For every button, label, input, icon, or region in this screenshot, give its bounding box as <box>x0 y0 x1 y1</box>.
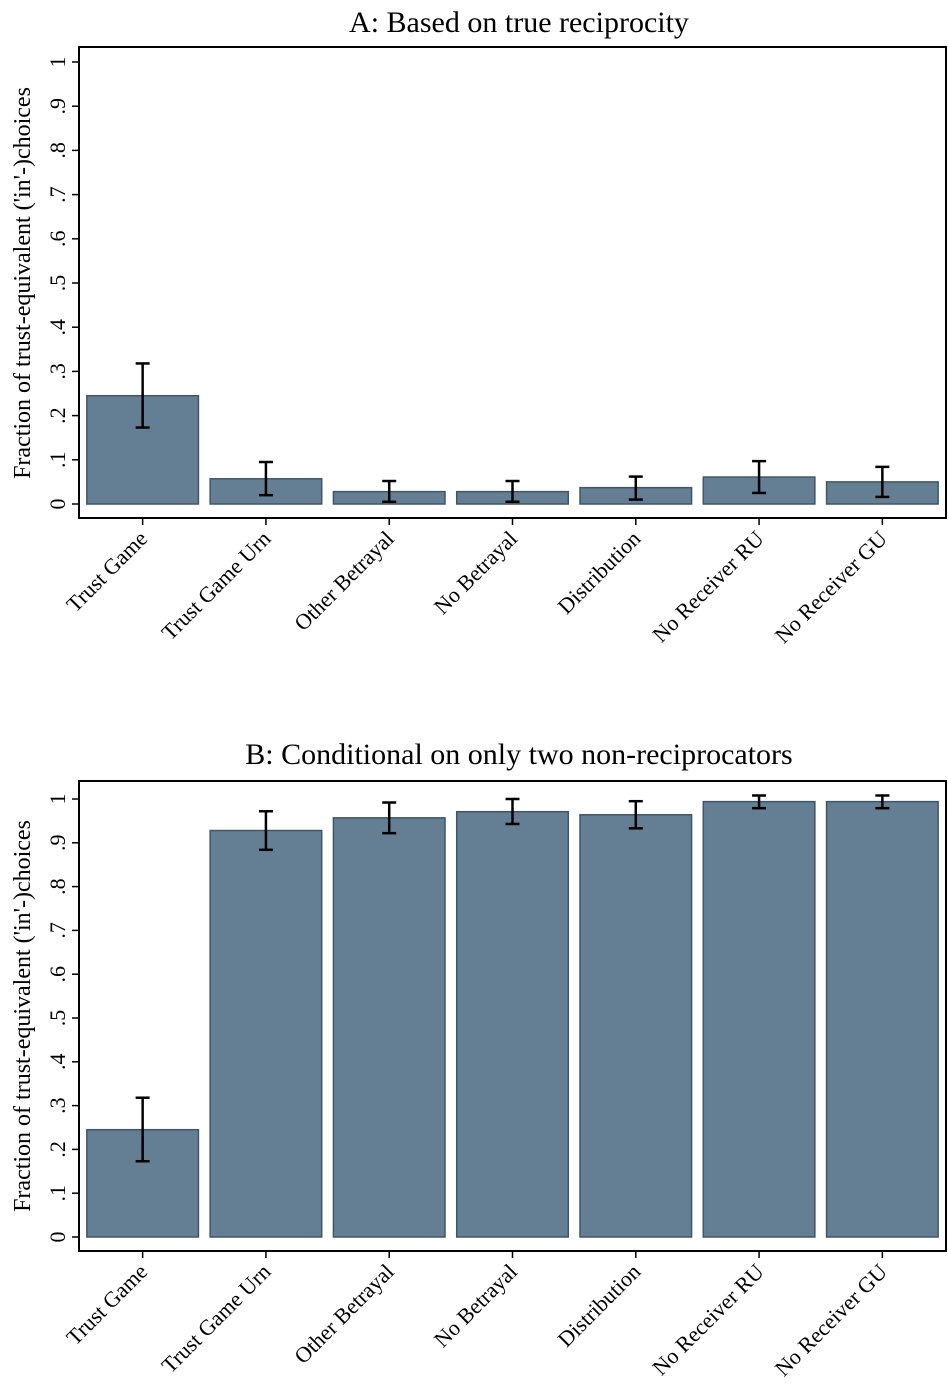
y-tick-label: 1 <box>45 57 70 68</box>
x-tick-label: Distribution <box>552 1259 645 1352</box>
x-tick-label: Trust Game Urn <box>156 1259 275 1378</box>
y-tick-label: .8 <box>45 142 70 159</box>
error-bar <box>628 799 643 830</box>
y-tick-label: .3 <box>45 363 70 380</box>
y-tick-label: 0 <box>45 499 70 510</box>
panel-a: A: Based on true reciprocity Fraction of… <box>10 6 947 648</box>
bar <box>455 810 570 1238</box>
y-tick-label: .7 <box>45 186 70 203</box>
y-tick-label: .9 <box>45 835 70 852</box>
plot-frame <box>78 46 947 519</box>
panel-a-y-axis-label: Fraction of trust-equivalent ('in'-)choi… <box>10 87 36 479</box>
bar <box>209 829 323 1238</box>
y-tick-label: .4 <box>45 1054 70 1071</box>
x-tick-label: No Receiver GU <box>770 1259 892 1381</box>
x-tick-label: No Receiver RU <box>647 1259 768 1380</box>
x-tick-label: Other Betrayal <box>289 526 399 636</box>
panel-a-plot: 0 .1 .2 .3 .4 .5 .6 .7 .8 .9 1 Trust Game Trust Game… <box>45 46 947 648</box>
y-tick-label: .1 <box>45 1185 70 1202</box>
error-bar <box>505 797 520 826</box>
error-bar <box>505 479 520 504</box>
bar <box>825 800 939 1238</box>
error-bar <box>875 465 890 499</box>
bar <box>702 800 816 1238</box>
x-tick-label: Other Betrayal <box>289 1259 399 1369</box>
x-tick-label: No Betrayal <box>429 1259 522 1352</box>
panel-a-title: A: Based on true reciprocity <box>349 6 689 39</box>
x-tick-label: Trust Game <box>61 526 152 617</box>
y-tick-label: .8 <box>45 878 70 895</box>
y-tick-label: .5 <box>45 275 70 292</box>
error-bar <box>752 794 767 810</box>
x-tick-label: No Betrayal <box>429 526 522 619</box>
y-tick-label: .6 <box>45 231 70 248</box>
y-tick-label: .1 <box>45 452 70 469</box>
y-tick-label: 0 <box>45 1232 70 1243</box>
error-bar <box>752 459 767 495</box>
error-bar <box>258 460 273 497</box>
panel-b: B: Conditional on only two non-reciproca… <box>10 738 947 1381</box>
y-tick-label: .4 <box>45 319 70 336</box>
y-tick-label: .7 <box>45 922 70 939</box>
x-tick-label: Trust Game <box>61 1259 152 1350</box>
y-tick-label: .3 <box>45 1097 70 1114</box>
error-bar <box>258 810 273 852</box>
bar <box>332 817 446 1238</box>
x-tick-label: No Receiver RU <box>647 526 768 647</box>
bar <box>579 814 693 1238</box>
y-tick-label: 1 <box>45 794 70 805</box>
error-bar <box>135 1096 150 1163</box>
x-tick-label: No Receiver GU <box>770 526 892 648</box>
x-tick-label: Distribution <box>552 526 645 619</box>
error-bar <box>382 801 397 835</box>
y-tick-label: .2 <box>45 407 70 424</box>
error-bar <box>875 794 890 810</box>
x-tick-label: Trust Game Urn <box>156 526 275 645</box>
panel-b-plot: 0 .1 .2 .3 .4 .5 .6 .7 .8 .9 1 Trust Game Trust Game… <box>45 780 947 1381</box>
y-tick-label: .6 <box>45 966 70 983</box>
y-tick-label: .9 <box>45 98 70 115</box>
panel-b-title: B: Conditional on only two non-reciproca… <box>245 738 792 771</box>
y-tick-label: .5 <box>45 1010 70 1027</box>
panel-b-y-axis-label: Fraction of trust-equivalent ('in'-)choi… <box>10 820 36 1212</box>
error-bar <box>135 362 150 429</box>
y-tick-label: .2 <box>45 1141 70 1158</box>
error-bar <box>628 475 643 501</box>
error-bar <box>382 479 397 504</box>
